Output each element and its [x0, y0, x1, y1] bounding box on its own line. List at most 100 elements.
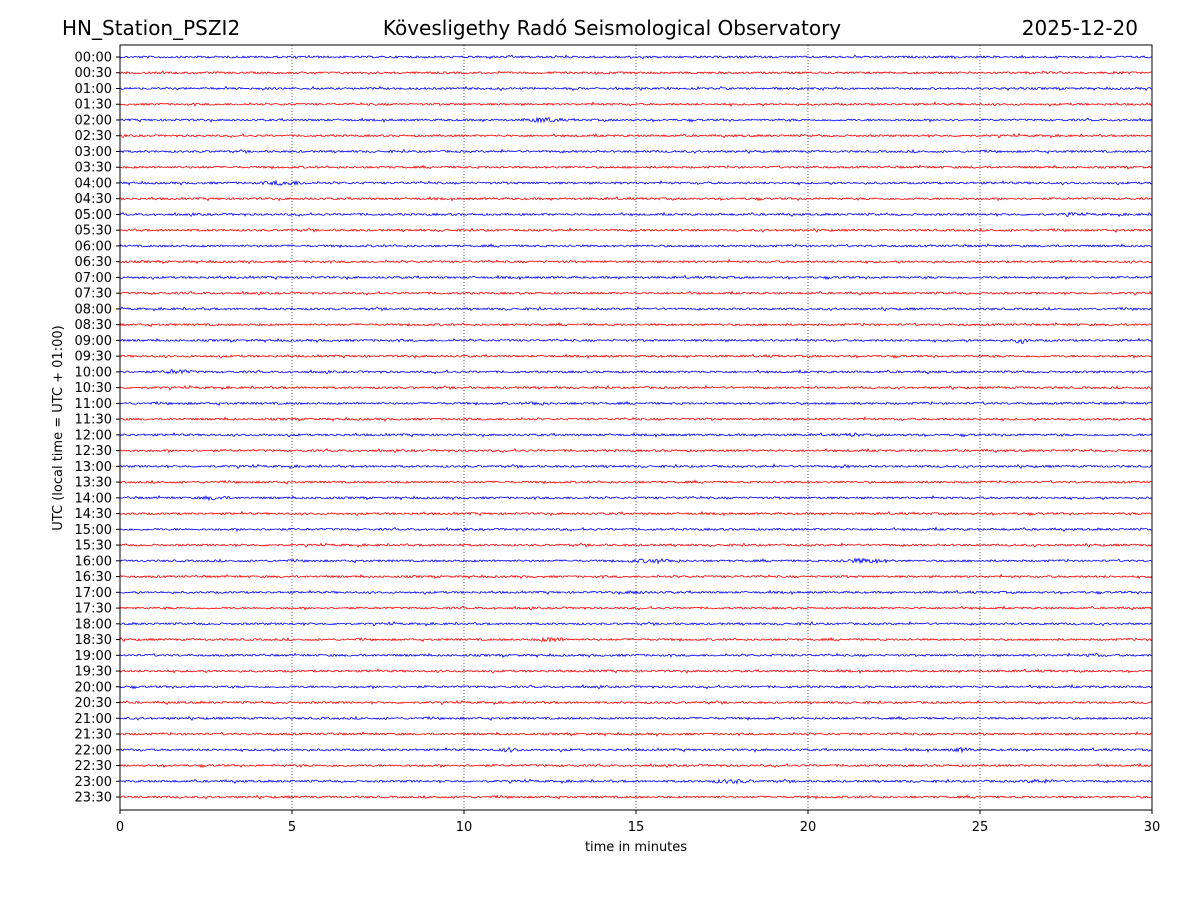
row-label: 17:30 — [75, 602, 112, 617]
row-label: 23:00 — [75, 775, 112, 790]
row-label: 02:00 — [75, 113, 112, 128]
trace-0330 — [119, 164, 1153, 170]
trace-1200 — [119, 431, 1153, 438]
x-tick-label: 15 — [628, 820, 645, 835]
trace-0800 — [119, 305, 1153, 312]
row-label: 05:30 — [75, 224, 112, 239]
row-label: 12:00 — [75, 428, 112, 443]
trace-0530 — [119, 227, 1153, 233]
trace-0230 — [119, 132, 1153, 139]
trace-0400 — [119, 179, 1153, 187]
row-label: 04:30 — [75, 192, 112, 207]
row-label: 20:00 — [75, 680, 112, 695]
x-tick-label: 25 — [972, 820, 989, 835]
row-label: 14:00 — [75, 491, 112, 506]
row-label: 03:30 — [75, 161, 112, 176]
trace-0100 — [119, 85, 1153, 92]
trace-1800 — [119, 620, 1153, 627]
trace-1100 — [119, 400, 1153, 407]
row-label: 09:30 — [75, 350, 112, 365]
row-label: 21:30 — [75, 728, 112, 743]
trace-0430 — [119, 195, 1153, 202]
trace-1430 — [119, 510, 1153, 517]
trace-0030 — [119, 70, 1153, 76]
trace-0500 — [119, 211, 1153, 218]
trace-0130 — [119, 101, 1153, 107]
trace-0600 — [119, 243, 1153, 249]
trace-1930 — [119, 668, 1153, 675]
row-label: 06:00 — [75, 239, 112, 254]
observatory-title: Kövesligethy Radó Seismological Observat… — [383, 16, 841, 40]
trace-2330 — [119, 794, 1153, 800]
station-title: HN_Station_PSZI2 — [62, 16, 240, 40]
trace-0300 — [119, 148, 1153, 155]
row-label: 00:00 — [75, 51, 112, 66]
trace-2000 — [119, 683, 1153, 690]
trace-1030 — [119, 384, 1153, 391]
row-label: 08:30 — [75, 318, 112, 333]
trace-1630 — [119, 573, 1153, 580]
row-label: 02:30 — [75, 129, 112, 144]
row-label: 22:00 — [75, 743, 112, 758]
trace-1830 — [119, 636, 1153, 643]
trace-2100 — [119, 715, 1153, 722]
trace-1130 — [119, 416, 1153, 422]
row-label: 18:00 — [75, 617, 112, 632]
trace-0200 — [119, 116, 1153, 124]
trace-2200 — [119, 746, 1153, 754]
trace-2130 — [119, 731, 1153, 737]
trace-1300 — [119, 463, 1153, 470]
row-label: 05:00 — [75, 208, 112, 223]
x-tick-label: 20 — [800, 820, 817, 835]
y-axis-label: UTC (local time = UTC + 01:00) — [51, 325, 66, 530]
row-label: 00:30 — [75, 66, 112, 81]
trace-1330 — [119, 479, 1153, 485]
trace-1230 — [119, 447, 1153, 454]
date-title: 2025-12-20 — [1022, 16, 1138, 40]
row-label: 19:30 — [75, 665, 112, 680]
trace-1000 — [119, 368, 1153, 375]
row-label: 13:30 — [75, 476, 112, 491]
x-tick-label: 30 — [1144, 820, 1161, 835]
row-label: 07:30 — [75, 287, 112, 302]
trace-1400 — [119, 494, 1153, 502]
trace-2230 — [119, 762, 1153, 769]
trace-0700 — [119, 274, 1153, 281]
row-label: 14:30 — [75, 507, 112, 522]
row-label: 12:30 — [75, 444, 112, 459]
row-label: 15:30 — [75, 539, 112, 554]
trace-0900 — [119, 337, 1153, 345]
row-label: 08:00 — [75, 302, 112, 317]
trace-2300 — [119, 778, 1153, 785]
trace-0830 — [119, 321, 1153, 328]
row-label: 19:00 — [75, 649, 112, 664]
row-label: 13:00 — [75, 460, 112, 475]
trace-1730 — [119, 605, 1153, 611]
row-label: 09:00 — [75, 334, 112, 349]
row-label: 10:00 — [75, 365, 112, 380]
row-label: 16:30 — [75, 570, 112, 585]
row-label: 01:00 — [75, 82, 112, 97]
row-label: 07:00 — [75, 271, 112, 286]
row-label: 23:30 — [75, 791, 112, 806]
x-tick-label: 5 — [288, 820, 296, 835]
trace-1500 — [119, 526, 1153, 533]
x-tick-label: 0 — [116, 820, 124, 835]
trace-1900 — [119, 652, 1153, 658]
trace-1530 — [119, 542, 1153, 548]
row-label: 11:30 — [75, 413, 112, 428]
x-tick-label: 10 — [456, 820, 473, 835]
row-label: 01:30 — [75, 98, 112, 113]
trace-1700 — [119, 589, 1153, 596]
row-label: 10:30 — [75, 381, 112, 396]
row-label: 17:00 — [75, 586, 112, 601]
row-label: 06:30 — [75, 255, 112, 270]
trace-0000 — [119, 54, 1153, 60]
row-label: 22:30 — [75, 759, 112, 774]
row-label: 16:00 — [75, 554, 112, 569]
row-label: 03:00 — [75, 145, 112, 160]
trace-1600 — [119, 557, 1153, 565]
row-label: 21:00 — [75, 712, 112, 727]
